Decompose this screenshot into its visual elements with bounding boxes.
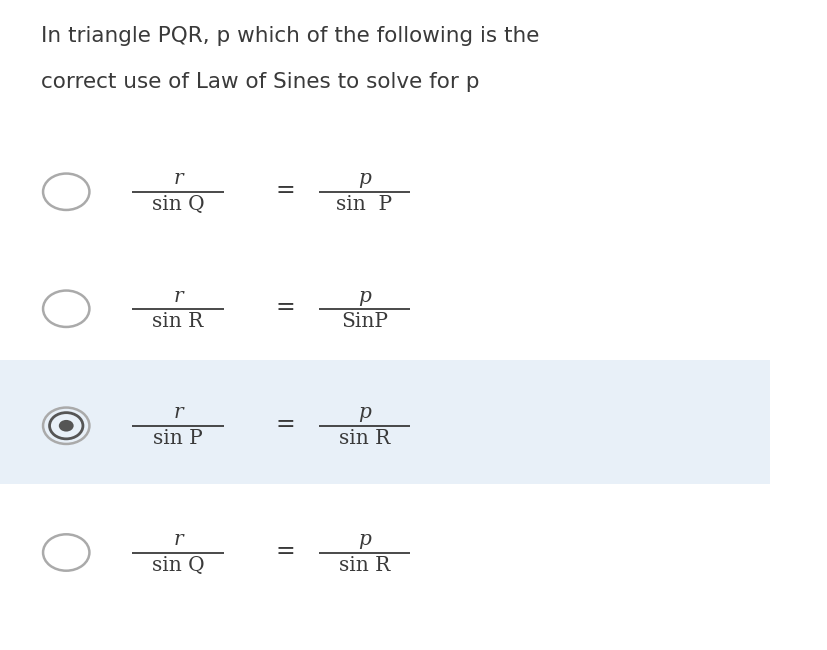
- Text: sin Q: sin Q: [151, 195, 204, 214]
- Text: r: r: [173, 530, 183, 549]
- Bar: [0, 360, 769, 484]
- Text: sin P: sin P: [153, 429, 203, 448]
- Circle shape: [59, 420, 74, 432]
- Text: r: r: [173, 404, 183, 422]
- Text: =: =: [275, 296, 295, 319]
- Text: =: =: [275, 413, 295, 436]
- Text: correct use of Law of Sines to solve for p: correct use of Law of Sines to solve for…: [41, 72, 480, 92]
- Text: SinP: SinP: [341, 312, 387, 331]
- Text: p: p: [357, 530, 370, 549]
- Text: r: r: [173, 170, 183, 188]
- Text: =: =: [275, 540, 295, 563]
- Text: sin  P: sin P: [336, 195, 392, 214]
- Text: In triangle PQR, p which of the following is the: In triangle PQR, p which of the followin…: [41, 26, 539, 46]
- Text: =: =: [275, 179, 295, 202]
- Text: sin Q: sin Q: [151, 556, 204, 575]
- Text: p: p: [357, 287, 370, 305]
- Text: sin R: sin R: [338, 556, 390, 575]
- Text: p: p: [357, 170, 370, 188]
- Text: p: p: [357, 404, 370, 422]
- Text: r: r: [173, 287, 183, 305]
- Text: sin R: sin R: [338, 429, 390, 448]
- Text: sin R: sin R: [152, 312, 203, 331]
